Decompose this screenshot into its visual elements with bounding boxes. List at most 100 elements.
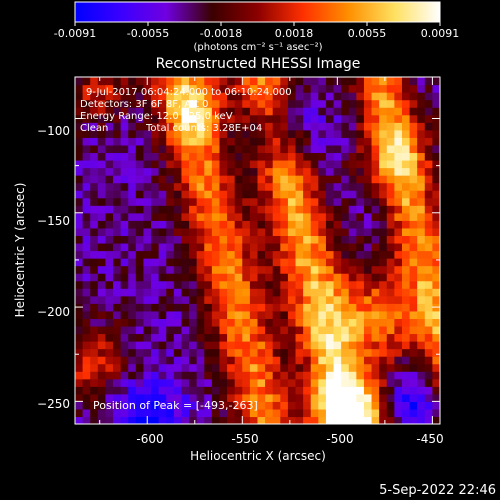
heatmap-cell	[318, 242, 327, 252]
heatmap-cell	[287, 250, 297, 259]
heatmap-cell	[265, 310, 274, 319]
heatmap-cell	[310, 371, 319, 380]
heatmap-cell	[348, 175, 357, 184]
heatmap-cell	[151, 273, 160, 282]
heatmap-cell	[325, 273, 335, 282]
heatmap-cell	[204, 288, 213, 297]
heatmap-cell	[143, 386, 152, 395]
heatmap-cell	[363, 84, 373, 93]
heatmap-cell	[181, 325, 190, 335]
heatmap-cell	[386, 348, 395, 357]
heatmap-cell	[196, 77, 205, 86]
heatmap-cell	[303, 378, 312, 387]
heatmap-cell	[196, 325, 205, 335]
heatmap-cell	[325, 288, 335, 297]
heatmap-cell	[417, 310, 426, 319]
heatmap-cell	[181, 235, 190, 244]
heatmap-cell	[128, 386, 137, 395]
heatmap-cell	[379, 325, 388, 335]
heatmap-cell	[82, 280, 91, 289]
heatmap-cell	[143, 371, 152, 380]
heatmap-cell	[310, 325, 319, 335]
heatmap-cell	[105, 401, 114, 410]
heatmap-cell	[280, 356, 289, 365]
heatmap-cell	[181, 280, 190, 289]
heatmap-cell	[211, 341, 221, 350]
heatmap-cell	[120, 175, 129, 184]
heatmap-cell	[287, 378, 297, 387]
heatmap-cell	[417, 212, 426, 221]
heatmap-cell	[310, 378, 319, 387]
heatmap-cell	[432, 371, 440, 380]
heatmap-cell	[386, 159, 395, 169]
heatmap-cell	[181, 371, 190, 380]
heatmap-cell	[173, 107, 183, 116]
heatmap-cell	[272, 250, 281, 259]
heatmap-cell	[356, 107, 365, 116]
heatmap-cell	[135, 205, 145, 214]
heatmap-cell	[310, 182, 319, 191]
heatmap-cell	[120, 386, 129, 395]
heatmap-cell	[82, 378, 91, 387]
heatmap-cell	[189, 325, 198, 335]
heatmap-cell	[143, 401, 152, 410]
heatmap-cell	[325, 227, 335, 237]
heatmap-cell	[135, 310, 145, 319]
heatmap-cell	[287, 235, 297, 244]
heatmap-cell	[82, 92, 91, 101]
heatmap-cell	[265, 386, 274, 395]
heatmap-cell	[189, 205, 198, 214]
heatmap-cell	[82, 250, 91, 259]
heatmap-cell	[143, 363, 152, 372]
heatmap-cell	[333, 212, 342, 221]
heatmap-cell	[303, 356, 312, 365]
heatmap-cell	[143, 408, 152, 418]
heatmap-cell	[257, 348, 266, 357]
heatmap-cell	[181, 107, 190, 116]
heatmap-cell	[432, 416, 440, 424]
heatmap-cell	[97, 212, 107, 221]
heatmap-cell	[432, 220, 440, 229]
heatmap-cell	[341, 205, 350, 214]
heatmap-cell	[424, 99, 433, 108]
heatmap-cell	[333, 288, 342, 297]
heatmap-cell	[341, 356, 350, 365]
heatmap-cell	[158, 318, 167, 327]
heatmap-cell	[211, 371, 221, 380]
heatmap-cell	[227, 159, 236, 169]
heatmap-cell	[363, 92, 373, 101]
heatmap-cell	[105, 356, 114, 365]
heatmap-cell	[394, 416, 403, 424]
heatmap-cell	[341, 107, 350, 116]
heatmap-cell	[97, 325, 107, 335]
heatmap-cell	[189, 175, 198, 184]
heatmap-cell	[82, 205, 91, 214]
heatmap-cell	[310, 258, 319, 267]
heatmap-cell	[371, 416, 380, 424]
heatmap-cell	[135, 341, 145, 350]
heatmap-cell	[105, 333, 114, 342]
heatmap-cell	[325, 190, 335, 199]
heatmap-cell	[211, 212, 221, 221]
heatmap-cell	[417, 265, 426, 274]
heatmap-cell	[75, 197, 84, 206]
heatmap-cell	[234, 84, 243, 93]
heatmap-cell	[204, 258, 213, 267]
colorbar-ticks	[74, 22, 441, 26]
heatmap-cell	[82, 182, 91, 191]
heatmap-cell	[295, 182, 304, 191]
heatmap-cell	[386, 356, 395, 365]
heatmap-cell	[196, 393, 205, 402]
heatmap-cell	[409, 356, 418, 365]
heatmap-cell	[234, 99, 243, 108]
heatmap-cell	[371, 348, 380, 357]
heatmap-cell	[386, 77, 395, 86]
heatmap-cell	[386, 137, 395, 146]
heatmap-cell	[363, 107, 373, 116]
heatmap-cell	[75, 107, 84, 116]
heatmap-cell	[113, 333, 122, 342]
heatmap-cell	[356, 401, 365, 410]
heatmap-cell	[128, 250, 137, 259]
heatmap-cell	[432, 356, 440, 365]
heatmap-cell	[82, 393, 91, 402]
